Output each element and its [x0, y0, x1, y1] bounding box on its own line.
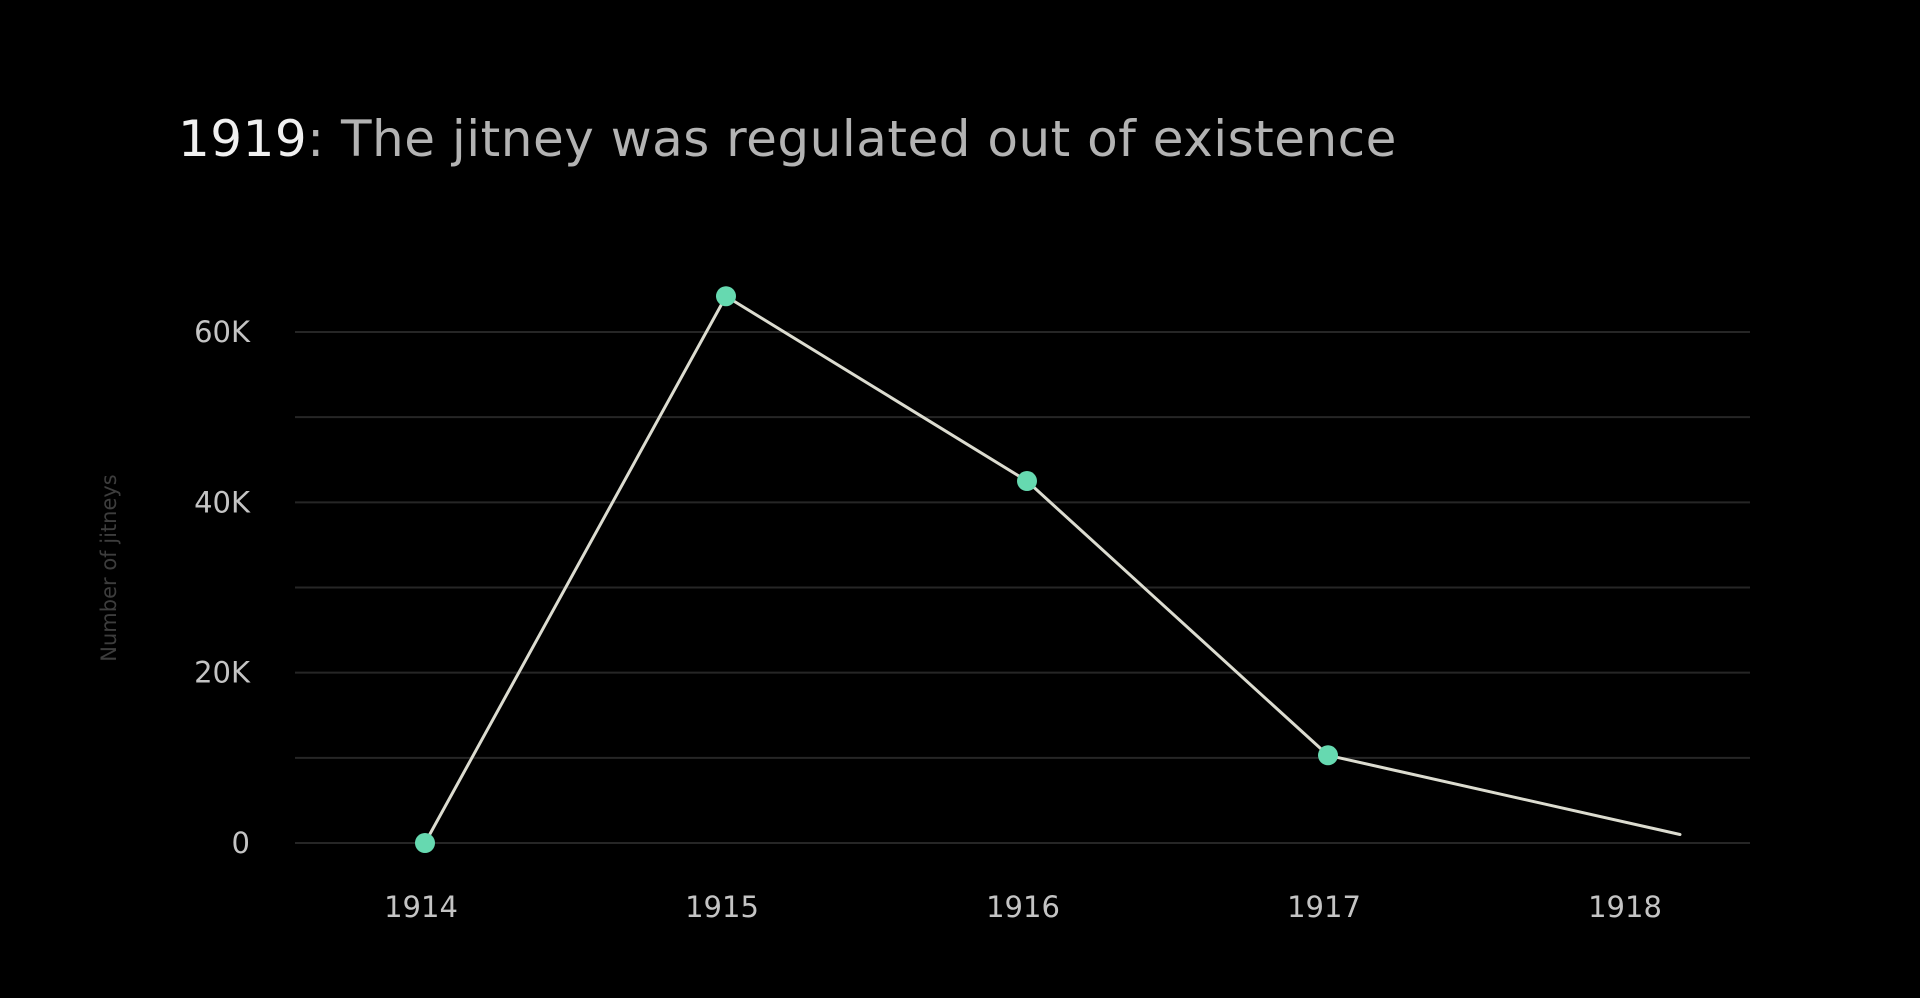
data-point-marker[interactable] — [716, 286, 736, 307]
x-tick-label: 1918 — [1588, 890, 1662, 924]
series-line — [423, 294, 1682, 845]
x-tick-label: 1914 — [384, 890, 458, 924]
chart-title-text: : The jitney was regulated out of existe… — [307, 110, 1397, 168]
x-axis-ticks: 1914 1915 1916 1917 1918 — [384, 890, 1662, 924]
x-tick-label: 1916 — [986, 890, 1060, 924]
x-tick-label: 1917 — [1287, 890, 1361, 924]
data-point-marker[interactable] — [1017, 471, 1037, 492]
x-tick-label: 1915 — [685, 890, 759, 924]
chart-title-year: 1919 — [178, 110, 308, 168]
data-point-marker[interactable] — [1318, 745, 1338, 766]
y-tick-label: 20K — [194, 656, 251, 690]
y-axis-title: Number of jitneys — [97, 474, 121, 661]
data-point-marker[interactable] — [415, 833, 435, 853]
y-axis-ticks: 0 20K 40K 60K — [194, 315, 251, 860]
y-tick-label: 60K — [194, 315, 251, 349]
chart-title: 1919: The jitney was regulated out of ex… — [178, 110, 1397, 168]
y-tick-label: 0 — [232, 826, 250, 860]
y-tick-label: 40K — [194, 485, 251, 519]
data-markers — [415, 286, 1338, 853]
grid-lines — [295, 331, 1750, 844]
